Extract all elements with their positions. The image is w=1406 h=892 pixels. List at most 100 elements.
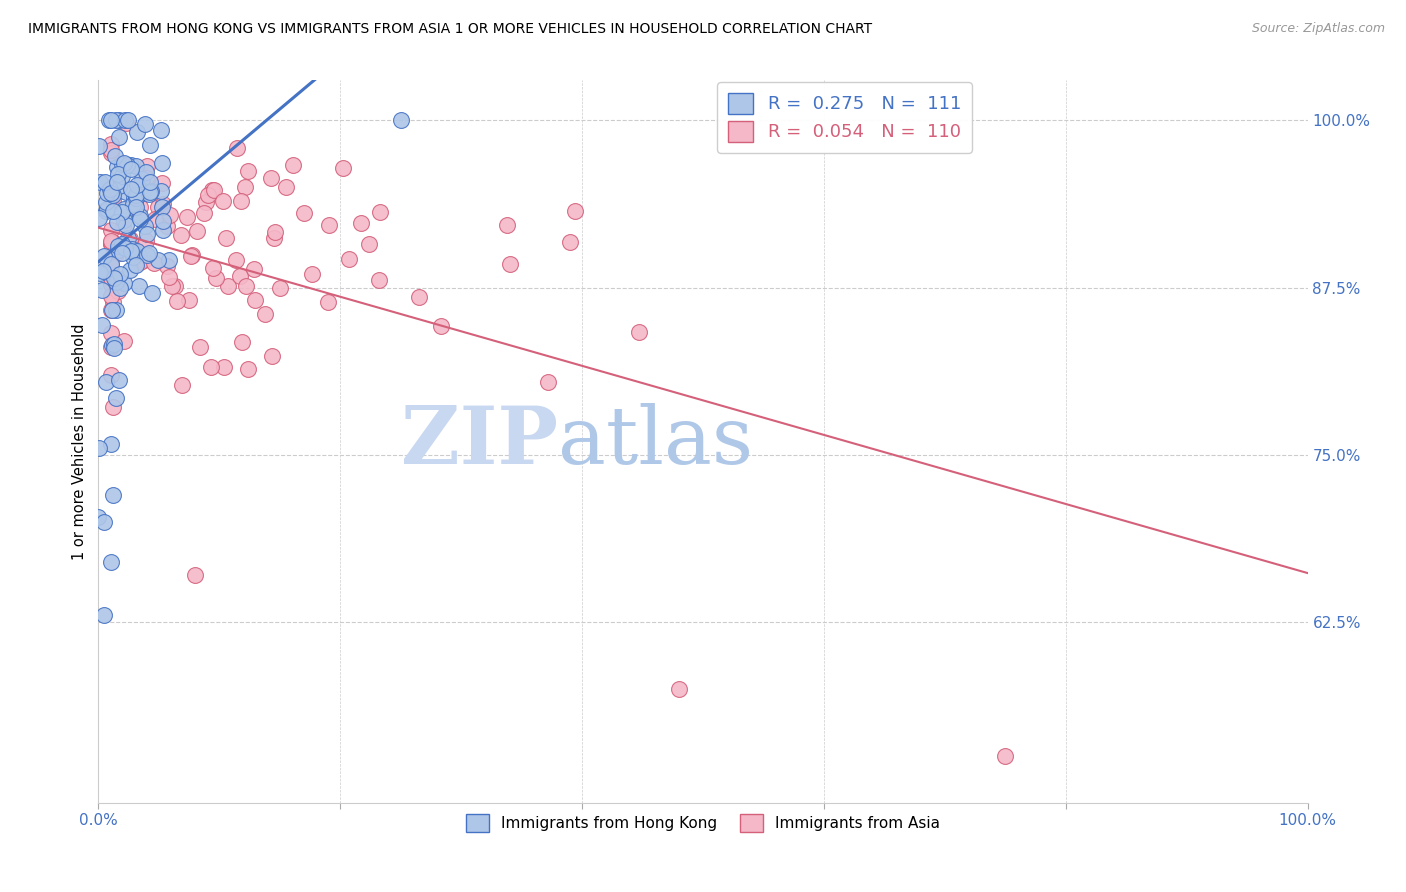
Point: [103, 271, 125, 285]
Point: [103, 204, 125, 219]
Point: [107, 130, 129, 145]
Point: [135, 170, 157, 185]
Point: [188, 340, 211, 354]
Point: [125, 178, 148, 193]
Point: [103, 235, 125, 250]
Point: [318, 218, 340, 232]
Point: [157, 253, 180, 268]
Point: [120, 182, 142, 196]
Point: [264, 225, 287, 239]
Point: [107, 244, 129, 258]
Point: [156, 219, 179, 234]
Point: [243, 262, 266, 277]
Point: [180, 248, 202, 262]
Point: [107, 113, 129, 128]
Point: [105, 160, 128, 174]
Point: [93, 249, 115, 263]
Point: [104, 113, 127, 128]
Point: [135, 165, 157, 179]
Point: [537, 376, 560, 390]
Point: [105, 214, 128, 228]
Point: [122, 191, 145, 205]
Point: [233, 180, 256, 194]
Point: [97, 113, 120, 128]
Point: [115, 218, 138, 232]
Point: [100, 289, 122, 303]
Point: [91, 284, 114, 298]
Point: [112, 334, 135, 348]
Point: [100, 190, 122, 204]
Point: [139, 185, 162, 199]
Point: [112, 202, 135, 217]
Point: [120, 162, 142, 177]
Point: [112, 219, 135, 233]
Point: [100, 137, 122, 152]
Point: [103, 337, 125, 351]
Text: atlas: atlas: [558, 402, 754, 481]
Point: [260, 170, 283, 185]
Point: [104, 276, 127, 290]
Point: [429, 318, 451, 333]
Point: [100, 143, 122, 157]
Point: [101, 303, 124, 318]
Point: [101, 488, 124, 502]
Point: [152, 196, 174, 211]
Point: [115, 240, 138, 254]
Point: [104, 391, 127, 405]
Point: [172, 378, 194, 392]
Point: [98, 186, 121, 201]
Point: [160, 278, 183, 293]
Point: [100, 186, 122, 200]
Point: [243, 293, 266, 307]
Point: [125, 159, 148, 173]
Point: [100, 340, 122, 354]
Point: [124, 197, 146, 211]
Point: [157, 269, 180, 284]
Point: [110, 245, 132, 260]
Point: [87, 211, 110, 225]
Point: [499, 257, 522, 271]
Point: [100, 437, 122, 451]
Point: [111, 169, 134, 183]
Point: [93, 608, 115, 623]
Point: [89, 139, 111, 153]
Point: [101, 188, 124, 202]
Text: IMMIGRANTS FROM HONG KONG VS IMMIGRANTS FROM ASIA 1 OR MORE VEHICLES IN HOUSEHOL: IMMIGRANTS FROM HONG KONG VS IMMIGRANTS …: [28, 22, 872, 37]
Point: [217, 279, 239, 293]
Point: [115, 158, 138, 172]
Point: [260, 349, 283, 363]
Point: [155, 259, 177, 273]
Point: [179, 293, 201, 307]
Point: [180, 249, 202, 263]
Point: [100, 271, 122, 285]
Point: [108, 281, 131, 295]
Point: [122, 201, 145, 215]
Point: [103, 342, 125, 356]
Point: [150, 156, 173, 170]
Point: [129, 200, 152, 214]
Point: [194, 195, 217, 210]
Point: [146, 252, 169, 267]
Point: [141, 286, 163, 301]
Point: [176, 211, 198, 225]
Point: [201, 183, 224, 197]
Point: [135, 248, 157, 262]
Point: [111, 236, 134, 251]
Point: [117, 113, 139, 128]
Point: [150, 176, 173, 190]
Point: [159, 208, 181, 222]
Point: [368, 205, 391, 219]
Point: [105, 247, 128, 261]
Point: [125, 258, 148, 272]
Point: [134, 253, 156, 268]
Point: [125, 190, 148, 204]
Point: [100, 182, 122, 196]
Point: [558, 235, 581, 249]
Point: [114, 241, 136, 255]
Text: ZIP: ZIP: [401, 402, 558, 481]
Point: [135, 227, 157, 242]
Point: [91, 264, 114, 278]
Point: [332, 161, 354, 176]
Point: [105, 175, 128, 189]
Point: [107, 178, 129, 193]
